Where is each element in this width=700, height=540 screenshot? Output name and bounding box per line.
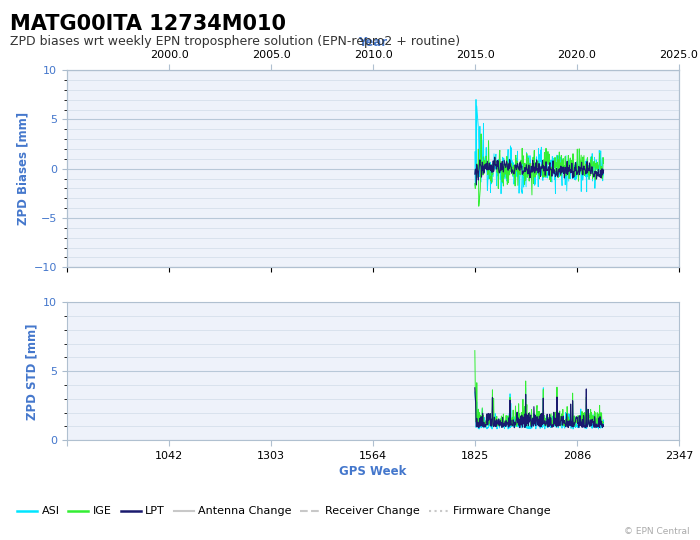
Text: © EPN Central: © EPN Central xyxy=(624,526,690,536)
Text: ZPD biases wrt weekly EPN troposphere solution (EPN-repro2 + routine): ZPD biases wrt weekly EPN troposphere so… xyxy=(10,35,461,48)
Legend: ASI, IGE, LPT, Antenna Change, Receiver Change, Firmware Change: ASI, IGE, LPT, Antenna Change, Receiver … xyxy=(13,502,555,521)
Y-axis label: ZPD Biases [mm]: ZPD Biases [mm] xyxy=(16,112,29,225)
Y-axis label: ZPD STD [mm]: ZPD STD [mm] xyxy=(26,323,38,420)
X-axis label: GPS Week: GPS Week xyxy=(339,465,407,478)
Text: MATG00ITA 12734M010: MATG00ITA 12734M010 xyxy=(10,14,286,33)
X-axis label: Year: Year xyxy=(358,36,387,49)
